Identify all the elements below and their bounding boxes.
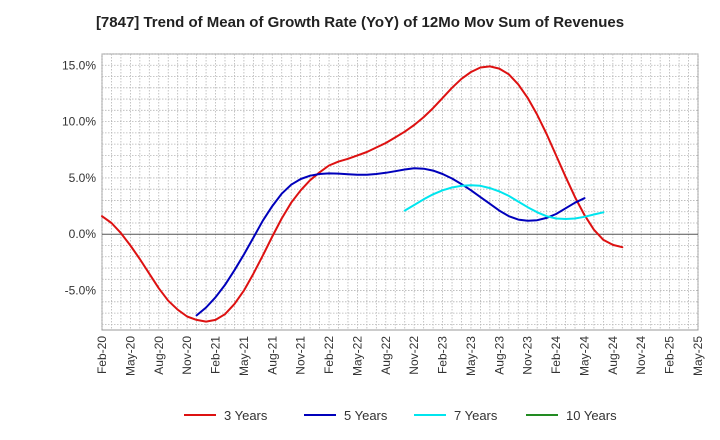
x-tick-label: Nov-23 [521,336,535,375]
x-tick-label: Feb-20 [95,336,109,374]
x-tick-labels: Feb-20 May-20 Aug-20 Nov-20 Feb-21 May-21 Aug-… [95,336,705,376]
x-tick-label: May-20 [123,336,137,376]
x-tick-label: Feb-22 [322,336,336,374]
grid [101,53,699,330]
legend-label-10-years: 10 Years [566,408,617,423]
x-tick-label: Nov-24 [634,336,648,375]
x-tick-label: May-21 [237,336,251,376]
x-tick-label: Feb-25 [663,336,677,374]
x-tick-label: Aug-23 [492,336,506,375]
y-tick-label: -5.0% [65,284,97,298]
series-layer [101,65,624,323]
x-tick-label: Feb-23 [436,336,450,374]
x-tick-label: May-22 [350,336,364,376]
chart-title: [7847] Trend of Mean of Growth Rate (YoY… [95,14,625,31]
x-tick-label: Nov-20 [180,336,194,375]
x-tick-label: Feb-21 [209,336,223,374]
y-tick-label: 0.0% [69,227,97,241]
x-tick-label: Aug-20 [152,336,166,375]
legend-label-7-years: 7 Years [454,408,498,423]
x-tick-label: Aug-24 [606,336,620,375]
series-line-3-years [101,65,624,323]
y-tick-labels: 15.0% 10.0% 5.0% 0.0% -5.0% [62,58,96,297]
x-tick-label: Nov-21 [294,336,308,375]
x-tick-label: May-25 [691,336,705,376]
legend: 3 Years 5 Years 7 Years 10 Years [184,408,617,423]
series-line-7-years [403,184,605,220]
plot-area [101,53,699,331]
legend-label-3-years: 3 Years [224,408,268,423]
x-tick-label: May-23 [464,336,478,376]
x-tick-label: Aug-22 [379,336,393,375]
y-tick-label: 15.0% [62,58,96,72]
y-tick-label: 10.0% [62,115,96,129]
legend-label-5-years: 5 Years [344,408,388,423]
x-tick-label: Aug-21 [265,336,279,375]
x-tick-label: May-24 [577,336,591,376]
y-tick-label: 5.0% [69,171,97,185]
x-tick-label: Nov-22 [407,336,421,375]
x-tick-label: Feb-24 [549,336,563,374]
series-line-5-years [195,167,586,317]
